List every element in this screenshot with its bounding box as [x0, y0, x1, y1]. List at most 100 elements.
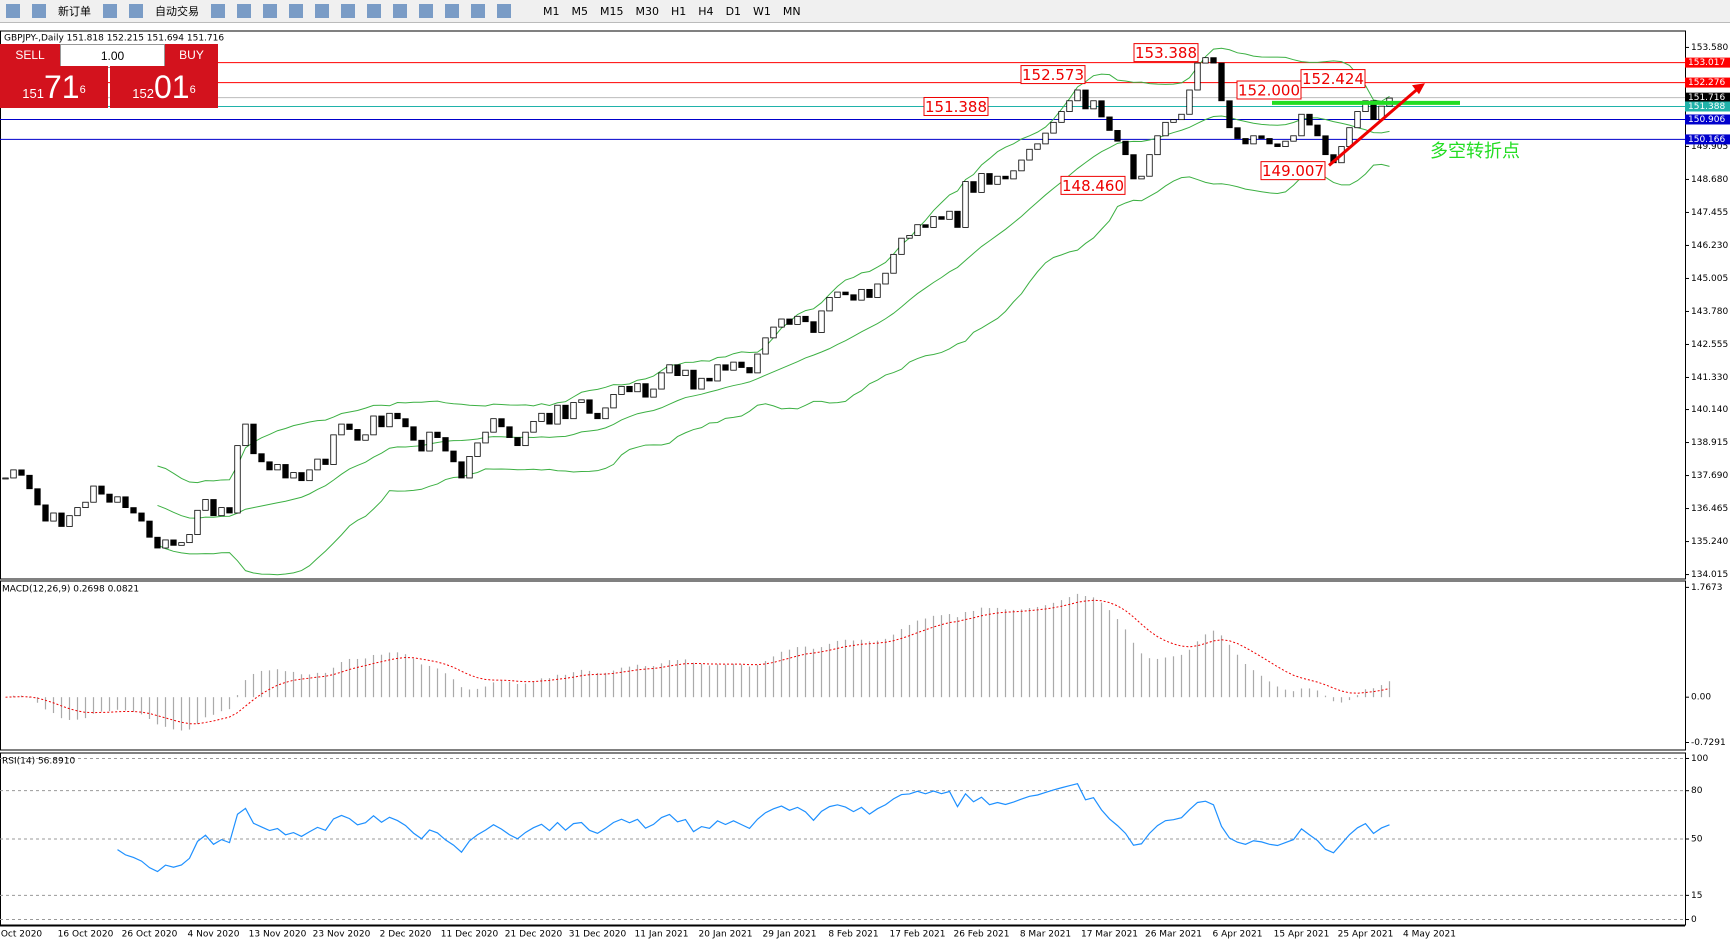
- timeframe-button[interactable]: W1: [753, 4, 771, 18]
- level-label: 152.276: [1688, 78, 1725, 88]
- candle: [450, 450, 457, 463]
- candle: [298, 472, 305, 482]
- annotation-label: 148.460: [1062, 177, 1124, 195]
- candle: [242, 423, 249, 447]
- candle: [146, 520, 153, 538]
- y-tick-label: 136.465: [1691, 504, 1728, 514]
- candle: [154, 536, 161, 549]
- candle: [114, 496, 121, 503]
- annotation-label: 151.388: [925, 98, 987, 116]
- level-label: 153.017: [1688, 58, 1725, 68]
- candle: [234, 445, 241, 514]
- timeframe-button[interactable]: M15: [600, 4, 624, 18]
- candle: [762, 337, 769, 355]
- annotation-box: [1260, 161, 1326, 181]
- candle: [314, 458, 321, 471]
- x-tick-label: 16 Oct 2020: [58, 930, 114, 940]
- candle: [690, 369, 697, 390]
- candle: [122, 496, 129, 509]
- candle: [322, 458, 329, 465]
- chart-title: GBPJPY-,Daily 151.818 152.215 151.694 15…: [4, 34, 224, 44]
- candle: [930, 216, 937, 228]
- candle: [466, 456, 473, 479]
- candle: [10, 469, 17, 479]
- y-tick-label: 147.455: [1691, 208, 1728, 218]
- timeframe-button[interactable]: H4: [698, 4, 714, 18]
- timeframe-button[interactable]: D1: [725, 4, 742, 18]
- timeframe-button[interactable]: M30: [635, 4, 660, 18]
- candle: [1362, 100, 1369, 112]
- candle: [946, 210, 953, 220]
- candle: [130, 507, 137, 514]
- candle: [138, 512, 145, 522]
- y-tick-label: 142.555: [1691, 340, 1728, 350]
- candle: [82, 501, 89, 509]
- candle: [1218, 62, 1225, 102]
- y-tick-label: 138.915: [1691, 438, 1728, 448]
- candle: [826, 297, 833, 312]
- candle: [1026, 148, 1033, 161]
- candle: [602, 407, 609, 420]
- annotation-label: 152.573: [1022, 66, 1084, 84]
- ask-sup: 6: [189, 84, 196, 96]
- candle: [42, 504, 49, 522]
- candle: [722, 364, 729, 371]
- candle: [218, 507, 225, 517]
- ask-price[interactable]: 152016: [110, 66, 218, 108]
- candle: [1082, 89, 1089, 110]
- candle: [362, 434, 369, 441]
- candle: [834, 291, 841, 298]
- candle: [978, 173, 985, 193]
- candle: [402, 418, 409, 428]
- candle: [578, 399, 585, 403]
- bid-price[interactable]: 151716: [0, 66, 108, 108]
- timeframe-button[interactable]: M5: [571, 4, 589, 18]
- candle: [1266, 138, 1273, 145]
- candle: [938, 216, 945, 220]
- x-tick-label: 4 May 2021: [1403, 930, 1456, 940]
- buy-button[interactable]: BUY: [165, 44, 218, 66]
- candle: [26, 474, 33, 490]
- candle: [514, 437, 521, 447]
- candle: [562, 404, 569, 420]
- candle: [874, 283, 881, 298]
- candle: [842, 291, 849, 296]
- candle: [698, 377, 705, 390]
- bollinger-band: [157, 47, 1390, 484]
- candle: [906, 235, 913, 239]
- candle: [1098, 100, 1105, 118]
- candle: [106, 493, 113, 503]
- timeframe-button[interactable]: H1: [671, 4, 687, 18]
- level-tag: [1685, 77, 1730, 88]
- x-tick-label: 17 Feb 2021: [889, 930, 945, 940]
- candle: [642, 383, 649, 398]
- auto-trading-button[interactable]: 自动交易: [155, 5, 199, 18]
- candle: [1314, 124, 1321, 137]
- candle: [1154, 135, 1161, 156]
- candle: [594, 412, 601, 420]
- candle: [1114, 130, 1121, 142]
- candle: [18, 469, 25, 476]
- timeframe-button[interactable]: M1: [543, 4, 560, 18]
- candle: [1210, 57, 1217, 64]
- volume-input[interactable]: 1.00: [60, 44, 165, 68]
- new-order-button[interactable]: 新订单: [58, 5, 91, 18]
- candle: [1002, 175, 1009, 180]
- note: 多空转折点: [1430, 141, 1520, 162]
- level-label: 150.166: [1688, 135, 1725, 145]
- candle: [50, 512, 57, 522]
- candle: [202, 499, 209, 511]
- x-tick-label: 8 Mar 2021: [1020, 930, 1071, 940]
- candle: [1290, 135, 1297, 142]
- timeframe-button[interactable]: MN: [782, 4, 801, 18]
- candle: [850, 294, 857, 301]
- candle: [530, 420, 537, 433]
- sell-button[interactable]: SELL: [0, 44, 60, 66]
- candle: [858, 288, 865, 301]
- candle: [898, 237, 905, 255]
- candle: [626, 385, 633, 393]
- candle: [954, 210, 961, 228]
- candle: [634, 383, 641, 393]
- candle: [986, 173, 993, 185]
- bid-main: 71: [43, 69, 80, 105]
